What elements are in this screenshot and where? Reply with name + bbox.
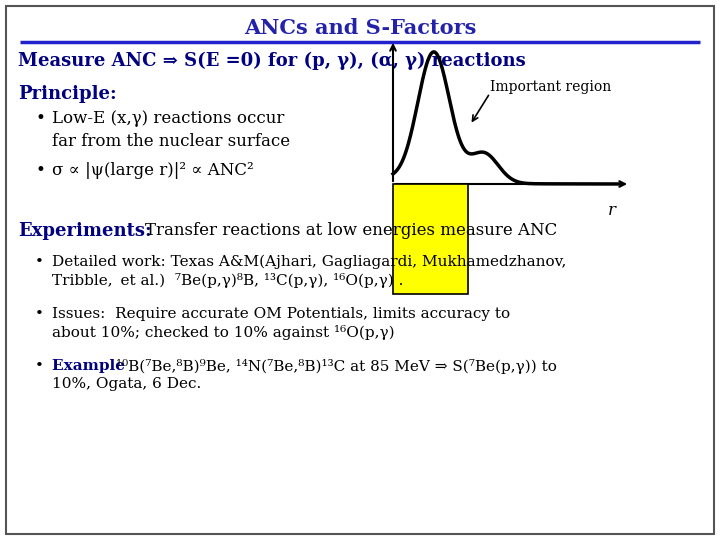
Text: Low-E (x,γ) reactions occur
far from the nuclear surface: Low-E (x,γ) reactions occur far from the… <box>52 110 290 151</box>
Text: •: • <box>35 359 44 373</box>
Text: ¹⁰B(⁷Be,⁸B)⁹Be, ¹⁴N(⁷Be,⁸B)¹³C at 85 MeV ⇒ S(⁷Be(p,γ)) to: ¹⁰B(⁷Be,⁸B)⁹Be, ¹⁴N(⁷Be,⁸B)¹³C at 85 MeV… <box>116 359 557 374</box>
Text: about 10%; checked to 10% against ¹⁶O(p,γ): about 10%; checked to 10% against ¹⁶O(p,… <box>52 325 395 340</box>
Text: Detailed work: Texas A&M(Ajhari, Gagliagardi, Mukhamedzhanov,: Detailed work: Texas A&M(Ajhari, Gagliag… <box>52 255 567 269</box>
Text: Tribble,  et al.)  ⁷Be(p,γ)⁸B, ¹³C(p,γ), ¹⁶O(p,γ) .: Tribble, et al.) ⁷Be(p,γ)⁸B, ¹³C(p,γ), ¹… <box>52 273 403 288</box>
Text: Principle:: Principle: <box>18 85 117 103</box>
Text: Measure ANC ⇒ S(E =0) for (p, γ), (α, γ) reactions: Measure ANC ⇒ S(E =0) for (p, γ), (α, γ)… <box>18 52 526 70</box>
Text: Transfer reactions at low energies measure ANC: Transfer reactions at low energies measu… <box>145 222 557 239</box>
Text: ANCs and S-Factors: ANCs and S-Factors <box>244 18 476 38</box>
Text: r: r <box>608 202 616 219</box>
Bar <box>393 184 468 294</box>
Text: Experiments:: Experiments: <box>18 222 152 240</box>
Text: 10%, Ogata, 6 Dec.: 10%, Ogata, 6 Dec. <box>52 377 202 391</box>
Text: Issues:  Require accurate OM Potentials, limits accuracy to: Issues: Require accurate OM Potentials, … <box>52 307 510 321</box>
Text: σ ∝ |ψ(large r)|² ∝ ANC²: σ ∝ |ψ(large r)|² ∝ ANC² <box>52 162 253 179</box>
Text: •: • <box>35 255 44 269</box>
Text: Important region: Important region <box>490 80 611 94</box>
Text: •: • <box>35 110 45 127</box>
Text: Example: Example <box>52 359 130 373</box>
Text: •: • <box>35 162 45 179</box>
Text: •: • <box>35 307 44 321</box>
FancyBboxPatch shape <box>6 6 714 534</box>
